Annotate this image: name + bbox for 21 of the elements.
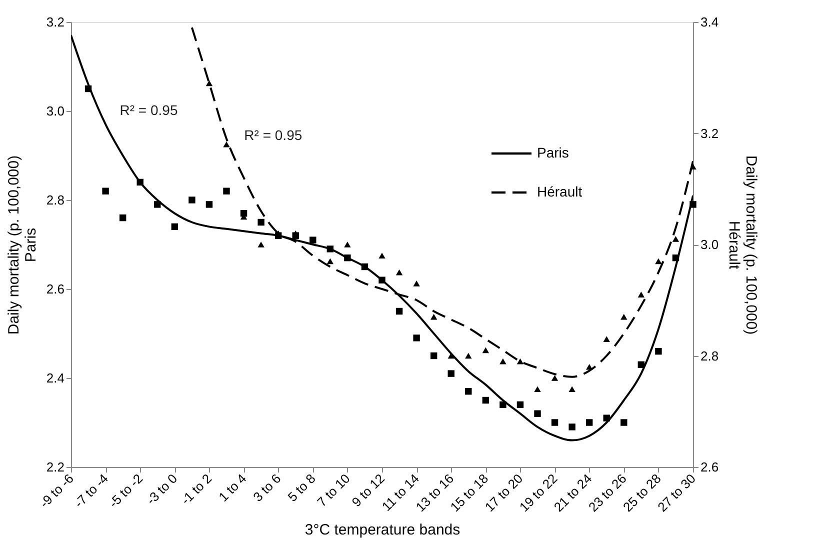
y-tick-label: 2.6: [46, 282, 64, 296]
y-axis-title: Daily mortality (p. 100,000) Paris: [5, 155, 40, 335]
x-tick-label: 3 to 6: [250, 470, 284, 504]
x-tick-label: -1 to 2: [178, 470, 215, 508]
annotation: R² = 0.95: [244, 126, 302, 143]
legend-label: Paris: [537, 144, 569, 160]
y-tick-label: 2.4: [46, 370, 64, 386]
y-tick-label: 3.2: [46, 14, 64, 30]
legend-label: Hérault: [537, 184, 582, 200]
x-tick-label: 1 to 4: [216, 470, 250, 504]
y-tick-label: 3.0: [46, 104, 64, 118]
y2-tick-label: 3.0: [700, 237, 719, 252]
y2-tick-label: 2.8: [700, 348, 719, 364]
annotation: R² = 0.95: [120, 102, 178, 118]
x-tick-label: -3 to 0: [143, 470, 180, 508]
y2-axis-title: Daily mortality (p. 100,000) Hérault: [726, 155, 760, 335]
y2-tick-label: 3.4: [700, 14, 719, 30]
x-axis-title: 3°C temperature bands: [304, 522, 460, 539]
y2-tick-label: 3.2: [700, 126, 719, 141]
y2-tick-label: 2.6: [700, 460, 719, 474]
y-tick-label: 2.8: [46, 192, 64, 208]
